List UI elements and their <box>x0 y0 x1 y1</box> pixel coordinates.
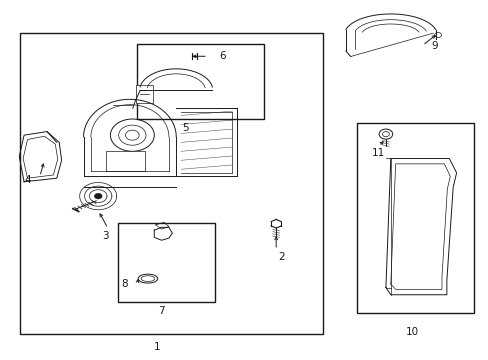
Text: 10: 10 <box>406 327 418 337</box>
Text: 7: 7 <box>158 306 164 316</box>
Text: 5: 5 <box>183 123 189 133</box>
Circle shape <box>94 193 102 199</box>
Bar <box>20 33 322 334</box>
Bar <box>136 85 153 103</box>
Text: 3: 3 <box>102 231 109 240</box>
Text: 11: 11 <box>371 148 385 158</box>
Text: 8: 8 <box>122 279 128 289</box>
Bar <box>356 123 473 313</box>
Text: 2: 2 <box>277 252 284 262</box>
Bar <box>105 151 144 171</box>
Bar <box>118 223 215 302</box>
Text: 6: 6 <box>219 51 225 61</box>
Text: 1: 1 <box>153 342 160 352</box>
Bar <box>137 44 264 119</box>
Text: 9: 9 <box>430 41 437 50</box>
Text: 4: 4 <box>24 175 31 185</box>
